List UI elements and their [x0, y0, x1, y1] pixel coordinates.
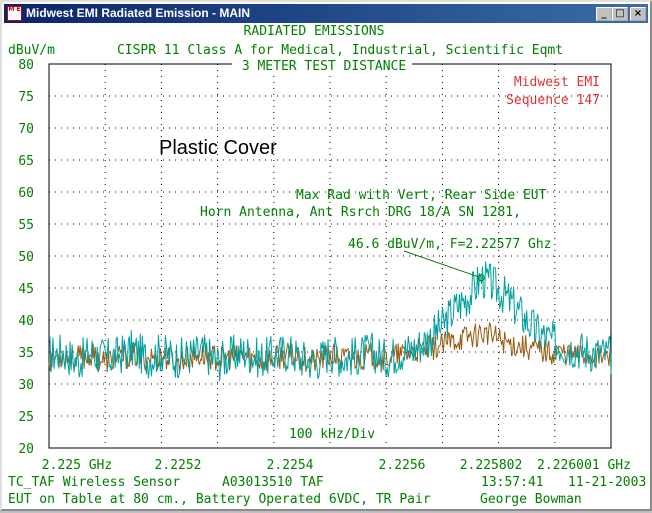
footer-date: 11-21-2003	[568, 475, 646, 490]
maximize-icon: □	[615, 8, 625, 19]
header-distance: 3 METER TEST DISTANCE	[242, 59, 406, 74]
x-tick-label: 2.225 GHz	[42, 458, 112, 473]
y-tick-label: 65	[18, 154, 34, 169]
sequence-number: Sequence 147	[506, 93, 600, 108]
close-button[interactable]: ×	[630, 7, 646, 21]
app-icon-text: M E	[8, 6, 21, 13]
setup-annotation-2: Horn Antenna, Ant Rsrch DRG 18/A SN 1281…	[200, 205, 521, 220]
y-tick-label: 40	[18, 314, 34, 329]
setup-annotation-1: Max Rad with Vert, Rear Side EUT	[296, 188, 547, 203]
close-icon: ×	[633, 8, 643, 19]
emi-app-icon[interactable]: M E	[7, 6, 22, 21]
footer-operator: George Bowman	[480, 492, 582, 507]
title-bar[interactable]: M E Midwest EMI Radiated Emission - MAIN…	[4, 4, 648, 23]
y-tick-label: 30	[18, 378, 34, 393]
trace-series-1	[48, 261, 612, 382]
x-tick-label: 2.2256	[379, 458, 426, 473]
header-bg-1	[233, 24, 388, 37]
x-tick-label: 2.226001 GHz	[537, 458, 631, 473]
y-tick-label: 60	[18, 186, 34, 201]
y-tick-label: 35	[18, 346, 34, 361]
header-title: RADIATED EMISSIONS	[244, 24, 385, 39]
peak-marker	[477, 274, 485, 282]
y-tick-label: 20	[18, 442, 34, 457]
cover-annotation: Plastic Cover	[159, 137, 277, 159]
div-label: 100 kHz/Div	[289, 427, 375, 442]
footer-job: A03013510 TAF	[222, 475, 324, 490]
lab-name: Midwest EMI	[514, 75, 600, 90]
footer-time: 13:57:41	[481, 475, 544, 490]
y-tick-label: 45	[18, 282, 34, 297]
peak-label: 46.6 dBuV/m, F=2.22577 Ghz	[348, 237, 552, 252]
window-title: Midwest EMI Radiated Emission - MAIN	[26, 6, 251, 20]
y-tick-label: 80	[18, 58, 34, 73]
plot-area: 20 25 30 35 40 45 50 55 60 65 70 75 80 2.225 GHz 2.22…	[4, 23, 648, 509]
y-axis: 20 25 30 35 40 45 50 55 60 65 70 75 80	[18, 58, 34, 457]
y-tick-label: 75	[18, 90, 34, 105]
grid	[49, 64, 611, 448]
x-tick-label: 2.225802	[460, 458, 523, 473]
minimize-button[interactable]: _	[596, 7, 612, 21]
y-tick-label: 55	[18, 218, 34, 233]
x-axis: 2.225 GHz 2.2252 2.2254 2.2256 2.225802 2.226…	[42, 458, 631, 473]
y-tick-label: 50	[18, 250, 34, 265]
y-tick-label: 70	[18, 122, 34, 137]
traces	[48, 261, 612, 382]
maximize-button[interactable]: □	[612, 7, 628, 21]
x-tick-label: 2.2254	[267, 458, 314, 473]
footer-eut: TC_TAF Wireless Sensor	[8, 475, 180, 490]
peak-leader-line	[403, 250, 479, 278]
y-axis-label: dBuV/m	[8, 43, 55, 58]
header-bg-3	[232, 58, 412, 72]
header-standard: CISPR 11 Class A for Medical, Industrial…	[117, 43, 563, 58]
x-tick-label: 2.2252	[155, 458, 202, 473]
y-tick-label: 25	[18, 410, 34, 425]
div-label-bg	[282, 426, 388, 440]
footer-setup: EUT on Table at 80 cm., Battery Operated…	[8, 492, 431, 507]
minimize-icon: _	[601, 8, 607, 19]
